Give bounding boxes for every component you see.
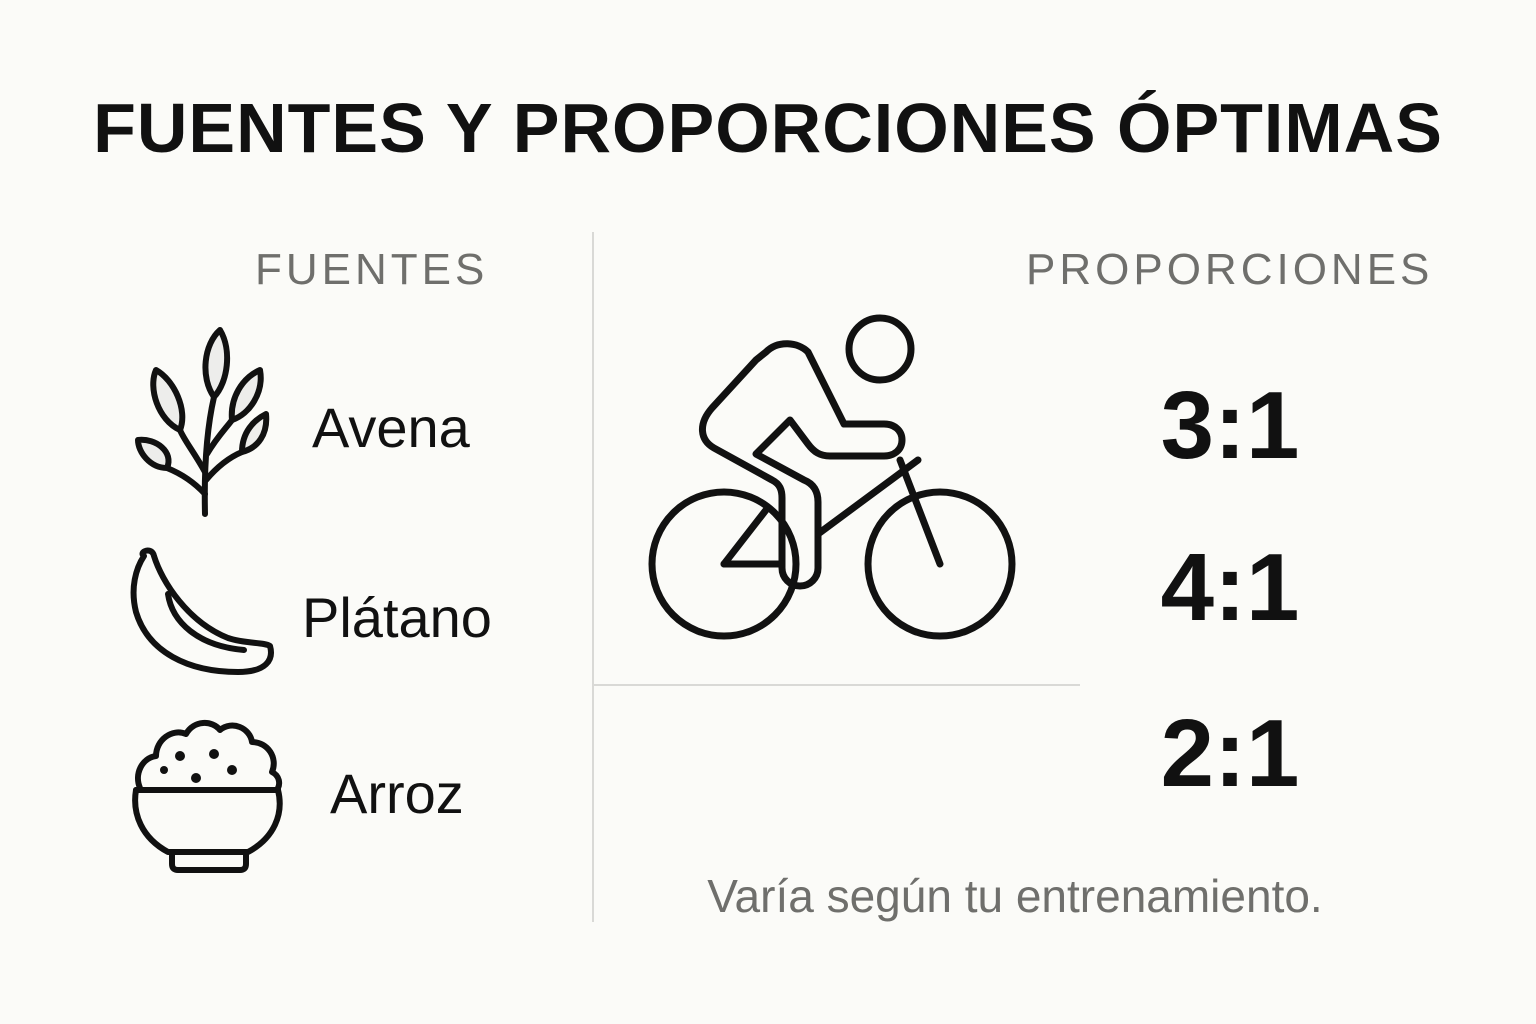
source-label-platano: Plátano (302, 586, 492, 649)
sources-heading: FUENTES (255, 245, 489, 294)
source-label-arroz: Arroz (330, 762, 464, 825)
source-label-avena: Avena (312, 396, 470, 459)
oat-plant-icon (135, 327, 270, 517)
vertical-divider (592, 232, 594, 922)
page-title: FUENTES Y PROPORCIONES ÓPTIMAS (93, 89, 1443, 167)
proportions-heading: PROPORCIONES (1026, 245, 1434, 294)
ratio-value: 3:1 (1160, 372, 1300, 479)
banana-icon (130, 547, 274, 675)
ratio-value: 2:1 (1160, 700, 1300, 807)
footnote: Varía según tu entrenamiento. (707, 870, 1323, 922)
cyclist-icon (648, 314, 1016, 640)
rice-bowl-icon (132, 720, 283, 873)
horizontal-divider (594, 684, 1080, 686)
ratio-value: 4:1 (1160, 534, 1300, 641)
